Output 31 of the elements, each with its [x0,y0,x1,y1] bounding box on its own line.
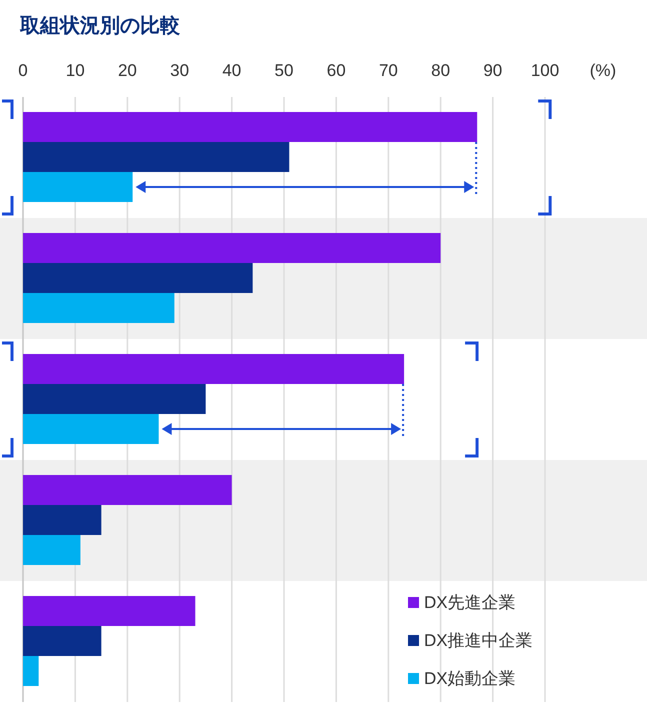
bar [23,475,232,505]
bar [23,263,253,293]
x-tick-label: 60 [326,61,346,80]
bar [23,596,196,626]
bar [23,233,441,263]
x-tick-label: 40 [222,61,242,80]
bar [23,535,80,565]
bar [23,293,174,323]
x-tick-label: 90 [483,61,502,80]
x-tick-label: 100 [530,61,560,80]
x-tick-label: 10 [66,61,85,80]
x-tick-label: 50 [274,61,294,80]
legend-label: DX始動企業 [424,669,516,688]
x-tick-label: 30 [170,61,190,80]
x-tick-label: 0 [18,61,28,80]
bar [23,112,478,142]
bar [23,172,133,202]
legend-label: DX推進中企業 [424,631,533,650]
bar [23,656,39,686]
x-axis-title: (%) [590,61,616,80]
bar [23,142,290,172]
x-tick-label: 20 [118,61,137,80]
bar [23,354,404,384]
chart-title: 取組状況別の比較 [19,15,181,37]
bar [23,414,159,444]
bar [23,384,206,414]
x-tick-label: 70 [378,61,398,80]
bar [23,505,102,535]
legend-label: DX先進企業 [424,593,516,612]
x-tick-label: 80 [431,61,450,80]
bar [23,626,102,656]
